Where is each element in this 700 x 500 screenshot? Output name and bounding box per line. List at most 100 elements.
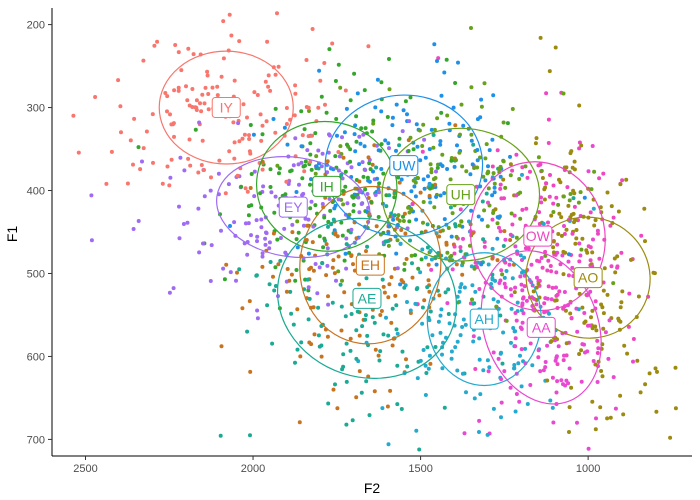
data-point-ah xyxy=(428,200,433,205)
data-point-aa xyxy=(607,318,612,323)
data-point-ey xyxy=(234,278,238,283)
data-point-uw xyxy=(335,133,339,138)
data-point-iy xyxy=(138,167,143,172)
data-point-ih xyxy=(363,187,368,192)
data-point-ae xyxy=(338,282,343,287)
data-point-uw xyxy=(491,93,496,98)
data-point-ey xyxy=(320,202,325,206)
data-point-ih xyxy=(277,166,282,171)
data-point-iy xyxy=(205,69,210,74)
data-point-ey xyxy=(246,221,251,226)
data-point-eh xyxy=(403,231,408,236)
data-point-uw xyxy=(285,142,290,147)
data-point-ey xyxy=(232,220,237,225)
data-point-ey xyxy=(269,190,274,195)
data-point-ae xyxy=(333,382,337,387)
data-point-ey xyxy=(201,241,205,246)
data-point-ey xyxy=(327,196,332,201)
data-point-aa xyxy=(517,399,522,404)
data-point-eh xyxy=(357,282,362,287)
data-point-aa xyxy=(507,262,512,267)
data-point-ao xyxy=(584,248,589,253)
data-point-ah xyxy=(490,277,495,282)
data-point-eh xyxy=(324,273,329,278)
data-point-aa xyxy=(577,241,582,246)
data-point-ey xyxy=(291,163,296,168)
data-point-uw xyxy=(582,195,587,200)
data-point-uw xyxy=(373,105,378,110)
data-point-ae xyxy=(339,304,344,309)
data-point-ah xyxy=(460,325,465,329)
data-point-ey xyxy=(264,231,269,236)
data-point-ao xyxy=(602,266,607,271)
data-point-uh xyxy=(536,155,541,160)
data-point-ae xyxy=(397,143,402,148)
data-point-iy xyxy=(194,105,199,110)
data-point-ah xyxy=(509,340,513,345)
data-point-uw xyxy=(394,102,399,107)
data-point-ah xyxy=(518,353,522,358)
data-point-ey xyxy=(89,238,94,243)
data-point-ow xyxy=(546,117,551,122)
data-point-ow xyxy=(570,231,575,236)
data-point-ae xyxy=(278,258,283,263)
data-point-uw xyxy=(333,203,338,208)
data-point-uw xyxy=(469,138,474,143)
data-point-iy xyxy=(242,132,247,137)
data-point-iy xyxy=(179,68,184,73)
data-point-ih xyxy=(309,167,314,172)
data-point-iy xyxy=(284,179,289,184)
data-point-aa xyxy=(588,323,593,328)
data-point-ah xyxy=(485,358,490,363)
data-point-ao xyxy=(579,348,584,353)
data-point-eh xyxy=(437,293,442,298)
data-point-ow xyxy=(609,264,614,269)
data-point-ah xyxy=(430,333,435,338)
data-point-ow xyxy=(520,207,525,212)
data-point-ae xyxy=(330,300,335,305)
data-point-ao xyxy=(536,281,541,286)
data-point-ey xyxy=(255,239,259,244)
data-point-ao xyxy=(599,302,604,307)
data-point-iy xyxy=(176,50,181,55)
data-point-ey xyxy=(178,155,183,160)
data-point-ow xyxy=(490,217,495,222)
data-point-iy xyxy=(200,92,205,97)
data-point-ae xyxy=(365,333,370,338)
data-point-aa xyxy=(570,265,575,270)
data-point-ao xyxy=(629,257,633,262)
data-point-aa xyxy=(591,359,596,363)
data-point-ih xyxy=(273,106,278,111)
data-point-aa xyxy=(554,285,558,290)
data-point-ae xyxy=(343,314,348,319)
data-point-uw xyxy=(412,184,417,189)
data-point-uh xyxy=(460,260,465,265)
data-point-ae xyxy=(289,311,294,316)
data-point-aa xyxy=(543,365,548,370)
data-point-ao xyxy=(572,191,577,196)
data-point-uw xyxy=(490,193,495,198)
data-point-ah xyxy=(470,283,475,288)
data-point-ao xyxy=(615,254,620,259)
data-point-uw xyxy=(475,148,480,152)
data-point-aa xyxy=(539,256,544,260)
data-point-uh xyxy=(459,219,464,224)
data-point-ey xyxy=(422,137,427,142)
data-point-ao xyxy=(512,290,517,295)
data-point-iy xyxy=(194,98,199,103)
data-point-ae xyxy=(305,277,310,282)
data-point-ae xyxy=(350,418,355,423)
data-point-aa xyxy=(611,375,616,380)
data-point-iy xyxy=(191,52,196,57)
data-point-ey xyxy=(296,162,301,167)
data-point-ae xyxy=(340,367,345,372)
data-point-uw xyxy=(353,123,358,128)
data-point-ih xyxy=(347,250,352,255)
data-point-ae xyxy=(386,238,391,243)
data-point-ao xyxy=(557,177,561,182)
data-point-ih xyxy=(361,174,366,179)
data-point-ey xyxy=(361,132,366,137)
data-point-ey xyxy=(181,222,186,226)
data-point-eh xyxy=(351,262,355,267)
label-text-ih: IH xyxy=(320,178,334,194)
